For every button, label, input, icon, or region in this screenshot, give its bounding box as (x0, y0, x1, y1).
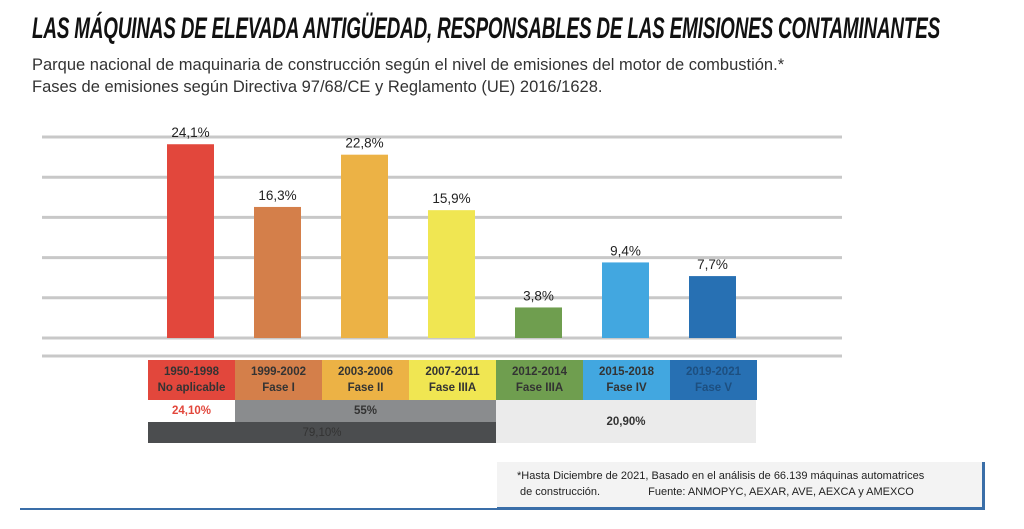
data-label: 7,7% (697, 257, 728, 272)
data-label: 15,9% (432, 191, 470, 206)
bar (341, 154, 388, 338)
footnote-line-1: *Hasta Diciembre de 2021, Basado en el a… (517, 470, 925, 482)
bar (602, 262, 649, 338)
phase-years: 2007-2011 (425, 366, 480, 378)
phase-label: Fase IIIA (515, 382, 564, 394)
subtitle-line-2: Fases de emisiones según Directiva 97/68… (32, 78, 603, 96)
phase-cell: 2003-2006 Fase II (322, 360, 409, 400)
phase-cell: 2007-2011 Fase IIIA (409, 360, 496, 400)
footnote-line-2a: de construcción. (520, 486, 601, 498)
bar (689, 276, 736, 338)
data-label: 24,1% (171, 125, 209, 140)
total-recientes: 20,90% (496, 400, 756, 443)
bar (254, 206, 301, 338)
phase-label: No aplicable (157, 382, 226, 394)
phase-years: 2003-2006 (338, 366, 393, 378)
total-antiguas: 79,10% (148, 422, 496, 443)
phase-cell: 1999-2002 Fase I (235, 360, 322, 400)
data-label: 3,8% (523, 288, 554, 303)
phase-label: Fase I (262, 382, 295, 394)
phase-label: Fase II (347, 382, 384, 394)
phase-years: 2015-2018 (599, 366, 654, 378)
phase-label: Fase IIIA (428, 382, 477, 394)
phase-cell: 1950-1998 No aplicable (148, 360, 235, 400)
bar (167, 144, 214, 338)
phase-cell: 2015-2018 Fase IV (583, 360, 670, 400)
data-label: 22,8% (345, 136, 383, 151)
phase-years: 2012-2014 (512, 366, 567, 378)
phase-label: Fase IV (606, 382, 647, 394)
phase-years: 1950-1998 (164, 366, 219, 378)
phase-cell: 2012-2014 Fase IIIA (496, 360, 583, 400)
total-no-aplicable: 24,10% (148, 400, 235, 422)
bar (428, 210, 475, 338)
chart-title: LAS MÁQUINAS DE ELEVADA ANTIGÜEDAD, RESP… (32, 12, 941, 45)
total-fases-1-3: 55% (235, 400, 496, 422)
subtitle-line-1: Parque nacional de maquinaria de constru… (32, 56, 785, 74)
phase-cell: 2019-2021 Fase V (670, 360, 757, 400)
bar-chart: 24,1% 16,3% 22,8% 15,9% 3,8% 9,4% 7,7% (42, 125, 842, 358)
footnote-source: Fuente: ANMOPYC, AEXAR, AVE, AEXCA y AME… (648, 486, 914, 498)
phase-years: 1999-2002 (251, 366, 306, 378)
bottom-divider (20, 508, 985, 510)
phase-years: 2019-2021 (686, 366, 741, 378)
data-label: 9,4% (610, 243, 641, 258)
bar (515, 307, 562, 338)
footnote-box: *Hasta Diciembre de 2021, Basado en el a… (497, 462, 985, 510)
phase-label: Fase V (694, 382, 733, 394)
data-label: 16,3% (258, 188, 296, 203)
